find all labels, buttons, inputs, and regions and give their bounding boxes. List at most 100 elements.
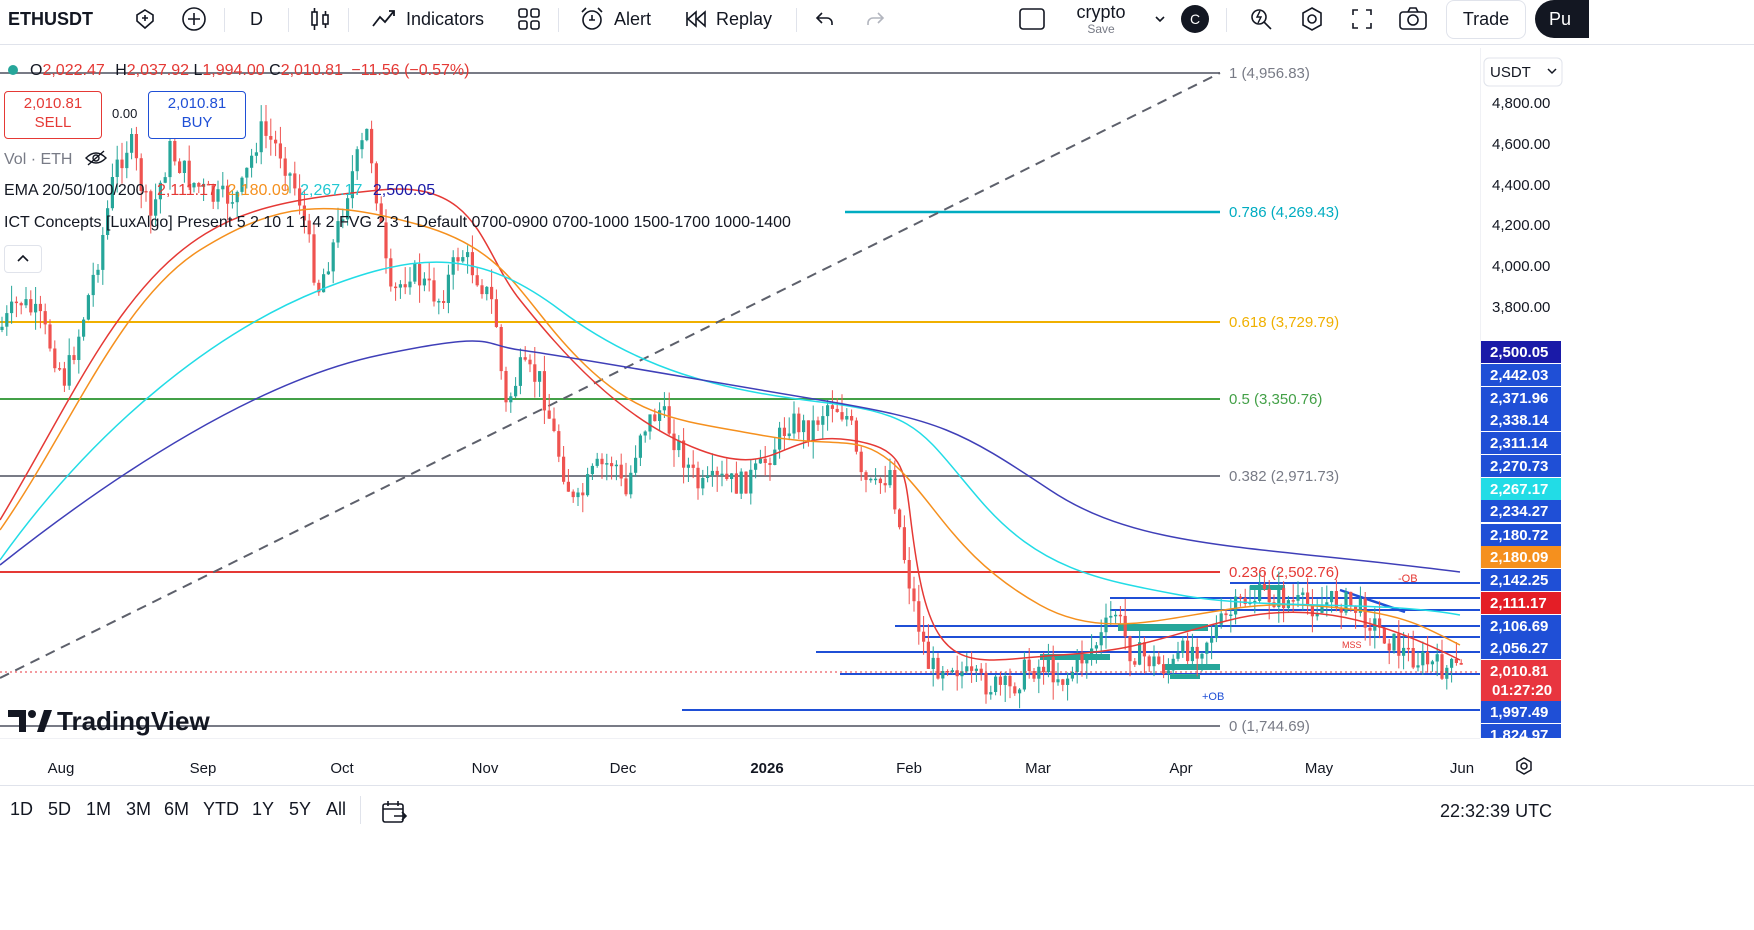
ema-20-line[interactable] — [0, 188, 1461, 661]
currency-selector[interactable] — [1483, 57, 1563, 87]
candle-body — [960, 671, 964, 677]
candle-body — [250, 155, 254, 168]
candle-body — [1162, 664, 1166, 674]
replay-button[interactable]: Replay — [684, 0, 772, 38]
range-button-1m[interactable]: 1M — [86, 799, 112, 819]
price-tag: 2,270.73 — [1490, 458, 1548, 475]
candle-body — [821, 416, 825, 425]
candle-body — [1205, 642, 1209, 654]
candle-body — [1013, 686, 1017, 694]
sell-button[interactable]: 2,010.81 SELL — [4, 91, 102, 139]
range-button-5y[interactable]: 5Y — [289, 799, 312, 819]
candle-body — [533, 364, 537, 382]
candle-body — [1123, 615, 1127, 637]
price-chart[interactable]: 1 (4,956.83) 0.786 (4,269.43) 0.618 (3,7… — [0, 48, 1480, 738]
range-button-all[interactable]: All — [326, 799, 347, 819]
candle-body — [893, 470, 897, 510]
price-tag-background — [1481, 592, 1561, 614]
ict-legend[interactable]: ICT Concepts [LuxAlgo] Present 5 2 10 1 … — [4, 214, 791, 231]
candles-icon[interactable] — [308, 0, 332, 38]
ohlc-low: 1,994.00 — [202, 62, 265, 79]
range-button-1y[interactable]: 1Y — [252, 799, 275, 819]
candle-body — [182, 160, 186, 173]
candle-body — [994, 676, 998, 692]
ema-100-line[interactable] — [0, 261, 1461, 616]
alert-button[interactable]: Alert — [578, 0, 651, 38]
camera-icon[interactable] — [1398, 0, 1428, 38]
compare-symbol-icon[interactable] — [132, 0, 158, 38]
fib-trend-line[interactable] — [0, 72, 1221, 679]
candle-body — [1094, 645, 1098, 649]
range-button-6m[interactable]: 6M — [164, 799, 190, 819]
symbol-search[interactable]: ETHUSDT — [8, 8, 93, 29]
candle-body — [1075, 654, 1079, 672]
layout-icon[interactable] — [1018, 0, 1046, 38]
candle-body — [830, 405, 834, 409]
price-tag: 2,500.05 — [1490, 344, 1548, 361]
candle-body — [1234, 596, 1238, 615]
price-tag-background — [1481, 364, 1561, 386]
candle-body — [581, 492, 585, 496]
fib-label-0382: 0.382 (2,971.73) — [1229, 468, 1339, 485]
layout-name-button[interactable]: crypto Save — [1060, 2, 1142, 36]
ema-200-line[interactable] — [0, 340, 1461, 573]
candle-body — [1416, 665, 1420, 668]
fullscreen-icon[interactable] — [1350, 0, 1374, 38]
chevron-down-icon[interactable] — [1152, 0, 1168, 38]
axis-settings-icon[interactable] — [1516, 757, 1532, 775]
quick-search-icon[interactable] — [1248, 0, 1274, 38]
buy-button[interactable]: 2,010.81 BUY — [148, 91, 246, 139]
indicators-button[interactable]: Indicators — [370, 0, 484, 38]
time-axis-label: Nov — [472, 760, 499, 777]
candle-body — [792, 413, 796, 434]
candle-body — [1003, 675, 1007, 685]
candle-body — [586, 474, 590, 496]
templates-icon[interactable] — [516, 0, 542, 38]
candle-body — [1315, 613, 1319, 617]
bar-countdown: 01:27:20 — [1492, 682, 1552, 699]
utc-clock[interactable]: 22:32:39 UTC — [1440, 801, 1553, 821]
candle-body — [941, 671, 945, 679]
volume-legend[interactable]: Vol · ETH — [4, 150, 107, 169]
range-button-1d[interactable]: 1D — [10, 799, 34, 819]
candle-body — [1224, 613, 1228, 616]
redo-icon[interactable] — [864, 0, 886, 38]
price-tags: 2,500.05 2,442.03 2,371.96 2,338.14 2,311.14… — [1481, 341, 1561, 738]
calendar-goto-icon[interactable] — [380, 798, 408, 826]
range-button-ytd[interactable]: YTD — [203, 799, 239, 819]
candle-body — [62, 368, 66, 386]
trade-button[interactable]: Trade — [1446, 0, 1526, 39]
collapse-legend-button[interactable] — [4, 245, 42, 273]
ema-legend[interactable]: EMA 20/50/100/200 2,111.17 2,180.09 2,26… — [4, 182, 435, 200]
price-axis[interactable]: USDT 4,800.00 4,600.00 4,400.00 4,200.00 4,0… — [1480, 48, 1754, 738]
price-tag-background — [1481, 701, 1561, 723]
undo-icon[interactable] — [814, 0, 836, 38]
avatar[interactable]: C — [1181, 5, 1209, 33]
candle-body — [1070, 671, 1074, 679]
candle-body — [1157, 656, 1161, 664]
add-symbol-icon[interactable] — [180, 0, 208, 38]
price-tag-background — [1481, 455, 1561, 477]
candle-body — [1349, 591, 1353, 606]
candle-body — [715, 470, 719, 475]
candle-body — [610, 463, 614, 467]
range-button-3m[interactable]: 3M — [126, 799, 152, 819]
candle-body — [634, 457, 638, 473]
publish-button[interactable]: Pu — [1535, 0, 1589, 38]
candle-body — [360, 140, 364, 150]
ema-50-line[interactable] — [0, 207, 1461, 646]
candle-body — [758, 458, 762, 464]
range-button-5d[interactable]: 5D — [48, 799, 72, 819]
layout-save-status: Save — [1087, 22, 1115, 36]
interval-button[interactable]: D — [250, 8, 263, 29]
time-axis[interactable]: Aug Sep Oct Nov Dec 2026 Feb Mar Apr May Jun — [0, 738, 1754, 785]
ohlc-open-key: O — [30, 62, 43, 79]
sell-label: SELL — [34, 114, 72, 131]
hidden-eye-icon[interactable] — [84, 150, 107, 166]
candle-body — [614, 464, 618, 467]
candle-body — [1368, 627, 1372, 631]
candle-body — [1181, 640, 1185, 653]
settings-icon[interactable] — [1298, 0, 1326, 38]
ohlc-close-key: C — [269, 62, 281, 79]
candle-body — [1310, 604, 1314, 617]
